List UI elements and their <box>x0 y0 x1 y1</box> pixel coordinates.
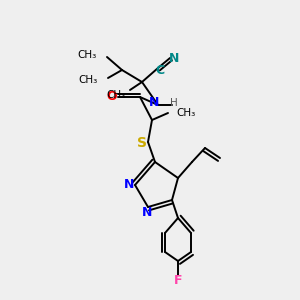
Text: CH₃: CH₃ <box>78 50 97 60</box>
Text: CH₃: CH₃ <box>107 90 126 100</box>
Text: N: N <box>169 52 179 64</box>
Text: N: N <box>142 206 152 220</box>
Text: C: C <box>155 64 165 76</box>
Text: N: N <box>149 97 159 110</box>
Text: O: O <box>107 91 117 103</box>
Text: H: H <box>170 98 178 108</box>
Text: CH₃: CH₃ <box>176 108 195 118</box>
Text: N: N <box>124 178 134 191</box>
Text: S: S <box>137 136 147 150</box>
Text: CH₃: CH₃ <box>79 75 98 85</box>
Text: F: F <box>174 274 182 286</box>
